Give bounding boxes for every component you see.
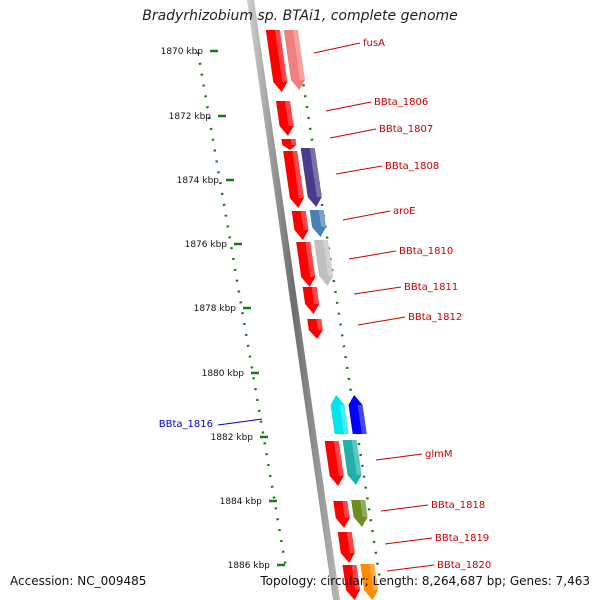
gene-bbta-1808-arrow[interactable] <box>300 148 322 207</box>
accession-text: Accession: NC_009485 <box>10 574 147 588</box>
gene-aroe-arrow[interactable] <box>309 210 327 237</box>
label-leader-bbta-1819 <box>384 537 433 545</box>
label-leader-aroe <box>342 210 391 221</box>
gene-fusa-strand-arrow[interactable] <box>265 30 288 92</box>
tick-label-0: 1870 kbp <box>161 47 204 57</box>
gene-glmm-strand-arrow-highlight <box>333 441 344 476</box>
label-leader-bbta-1818 <box>380 504 429 512</box>
label-leader-bbta-1807 <box>329 128 377 139</box>
gene-bbta-1816-arrow[interactable] <box>348 395 367 434</box>
gene-fusa-arrow-highlight <box>292 30 305 80</box>
tick-layer: 1870 kbp 1872 kbp 1874 kbp 1876 kbp 1878 kbp… <box>161 47 285 571</box>
gene-label-bbta-1820[interactable]: BBta_1820 <box>437 560 491 571</box>
gene-label-glmm[interactable]: glmM <box>425 449 453 460</box>
gene-bbta-1810-strand-arrow[interactable] <box>296 242 316 287</box>
tick-rails <box>196 29 382 581</box>
gene-aroe-arrow-highlight <box>318 210 327 227</box>
gene-label-bbta-1818[interactable]: BBta_1818 <box>431 500 485 511</box>
gene-layer <box>265 30 379 600</box>
tick-label-2: 1874 kbp <box>177 176 220 186</box>
gene-label-aroe[interactable]: aroE <box>393 206 415 217</box>
gene-bbta-1808-strand-arrow[interactable] <box>283 151 304 208</box>
gene-bbta-1816-arrow-highlight <box>357 405 367 434</box>
gene-bbta-1820-strand-arrow[interactable] <box>342 565 361 600</box>
gene-glmm-strand-arrow[interactable] <box>324 441 344 486</box>
tick-label-5: 1880 kbp <box>202 369 245 379</box>
tick-label-8: 1886 kbp <box>228 561 271 571</box>
gene-bbta-1806-strand-arrow[interactable] <box>275 101 294 136</box>
gene-bbta-1810-arrow-highlight <box>323 240 334 276</box>
gene-label-bbta-1811[interactable]: BBta_1811 <box>404 282 458 293</box>
gene-aroe-strand-arrow[interactable] <box>291 211 309 240</box>
gene-bbta-1820-arrow-highlight <box>369 564 379 590</box>
tick-label-3: 1876 kbp <box>185 240 228 250</box>
gene-bbta-1818-strand-arrow-highlight <box>342 501 350 518</box>
label-leader-fusa <box>313 42 361 54</box>
genome-backbone <box>247 0 340 600</box>
tick-label-4: 1878 kbp <box>194 304 237 314</box>
gene-bbta-1811-strand-arrow[interactable] <box>302 287 320 314</box>
gene-bbta-1820-arrow[interactable] <box>360 564 379 600</box>
label-leader-bbta-1816 <box>217 418 263 426</box>
label-leader-bbta-1820 <box>386 564 435 572</box>
gene-bbta-1811-strand-arrow-highlight <box>311 287 320 304</box>
gene-bbta-1810-arrow[interactable] <box>313 240 334 286</box>
gene-label-bbta-1808[interactable]: BBta_1808 <box>385 161 439 172</box>
tick-label-6: 1882 kbp <box>211 433 254 443</box>
gene-bbta-1810-strand-arrow-highlight <box>305 242 316 277</box>
gene-glmm-arrow-highlight <box>351 440 362 475</box>
gene-fusa-strand-arrow-highlight <box>274 30 288 82</box>
gene-bbta-1820-strand-arrow-highlight <box>351 565 361 590</box>
label-leader-bbta-1806 <box>325 101 372 112</box>
gene-bbta-1818-strand-arrow[interactable] <box>333 501 350 528</box>
gene-label-bbta-1810[interactable]: BBta_1810 <box>399 246 453 257</box>
label-layer: fusA BBta_1806 BBta_1807 BBta_1808 aroE BBta_… <box>159 38 491 572</box>
tick-label-1: 1872 kbp <box>169 112 212 122</box>
label-leader-bbta-1811 <box>353 286 402 295</box>
label-leader-bbta-1808 <box>335 165 383 175</box>
gene-bbta-1819-strand-arrow-highlight <box>346 532 355 553</box>
gene-aroe-strand-arrow-highlight <box>300 211 309 230</box>
gene-label-bbta-1812[interactable]: BBta_1812 <box>408 312 462 323</box>
gene-bbta-1818-arrow[interactable] <box>351 500 368 527</box>
gene-label-bbta-1819[interactable]: BBta_1819 <box>435 533 489 544</box>
gene-bbta-1808-arrow-highlight <box>309 148 322 197</box>
right-tick-rail <box>293 29 382 581</box>
gene-fusa-arrow[interactable] <box>283 30 305 90</box>
label-leader-bbta-1810 <box>348 250 397 260</box>
gene-glmm-arrow[interactable] <box>342 440 362 485</box>
topology-text: Topology: circular; Length: 8,264,687 bp… <box>260 574 590 588</box>
tick-label-7: 1884 kbp <box>220 497 263 507</box>
label-leader-bbta-1812 <box>357 316 406 326</box>
gene-bbta-1816-strand-arrow-highlight <box>339 405 349 434</box>
gene-label-bbta-1816[interactable]: BBta_1816 <box>159 419 213 430</box>
gene-label-bbta-1807[interactable]: BBta_1807 <box>379 124 433 135</box>
gene-bbta-1807-strand-arrow[interactable] <box>281 139 297 150</box>
gene-label-bbta-1806[interactable]: BBta_1806 <box>374 97 428 108</box>
label-leader-glmm <box>375 453 423 461</box>
gene-bbta-1807-strand-arrow-highlight <box>290 139 297 146</box>
gene-bbta-1812-strand-arrow-highlight <box>316 319 323 330</box>
gene-label-fusa[interactable]: fusA <box>363 38 385 49</box>
map-title: Bradyrhizobium sp. BTAi1, complete genom… <box>142 8 458 24</box>
gene-bbta-1812-strand-arrow[interactable] <box>307 319 323 339</box>
gene-bbta-1819-strand-arrow[interactable] <box>337 532 355 563</box>
gene-bbta-1818-arrow-highlight <box>360 500 368 517</box>
gene-bbta-1806-strand-arrow-highlight <box>285 101 294 126</box>
gene-bbta-1808-strand-arrow-highlight <box>292 151 304 198</box>
gene-bbta-1816-strand-arrow[interactable] <box>330 395 349 434</box>
